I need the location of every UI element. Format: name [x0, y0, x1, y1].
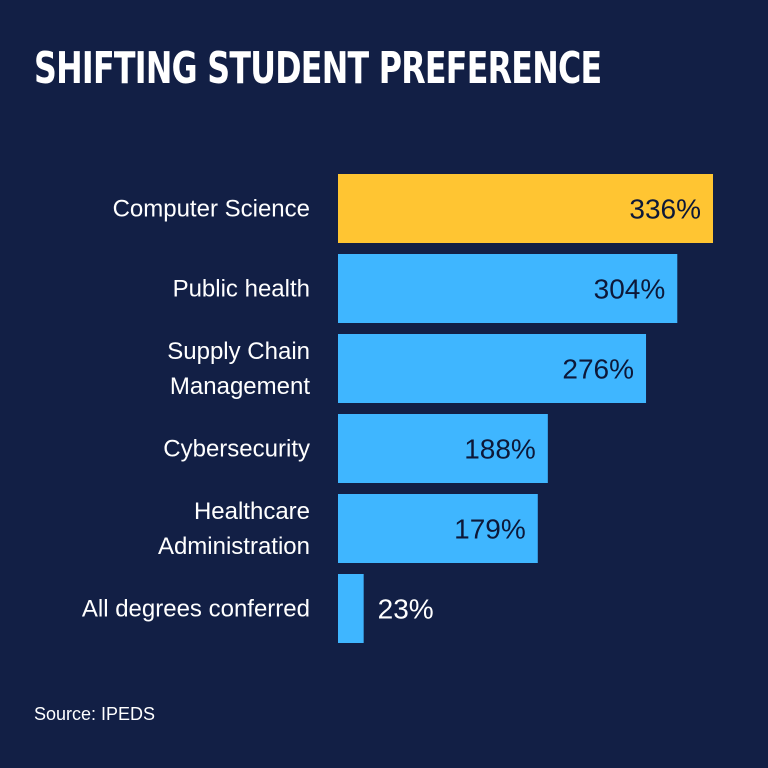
value-label-1: 304% — [594, 274, 666, 305]
value-label-5: 23% — [378, 594, 434, 625]
category-label-2: Supply Chain Management — [167, 338, 310, 400]
value-label-4: 179% — [454, 514, 526, 545]
bar-5 — [338, 574, 364, 643]
source-note: Source: IPEDS — [34, 704, 156, 724]
category-label-0: Computer Science — [113, 196, 310, 223]
category-label-1: Public health — [173, 276, 310, 303]
value-label-3: 188% — [464, 434, 536, 465]
category-label-3: Cybersecurity — [163, 436, 310, 463]
value-label-0: 336% — [629, 194, 701, 225]
bar-2 — [338, 334, 647, 403]
bar-0 — [338, 174, 713, 243]
bar-3 — [338, 414, 548, 483]
category-label-4: Healthcare Administration — [158, 498, 310, 560]
bar-1 — [338, 254, 678, 323]
value-label-2: 276% — [562, 354, 634, 385]
bar-4 — [338, 494, 538, 563]
category-label-5: All degrees conferred — [82, 596, 310, 623]
chart-title: SHIFTING STUDENT PREFERENCE — [34, 43, 602, 94]
